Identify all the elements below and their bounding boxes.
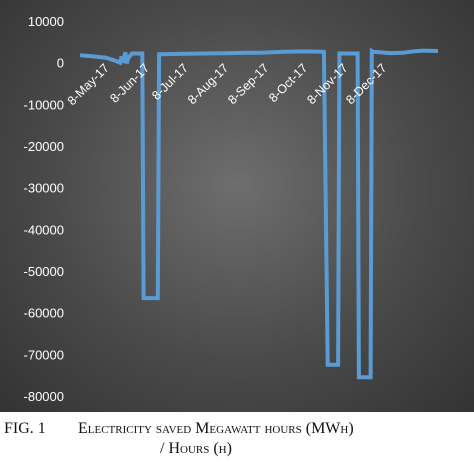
- x-tick-label: 8-May-17: [65, 61, 112, 108]
- y-tick-label: -50000: [24, 264, 64, 279]
- chart-panel: 10000 0 -10000 -20000 -30000 -40000 -50000 -600…: [0, 0, 474, 412]
- y-tick-label: 10000: [28, 14, 64, 29]
- y-tick-label: -60000: [24, 306, 64, 321]
- y-tick-label: -10000: [24, 97, 64, 112]
- y-tick-label: -70000: [24, 347, 64, 362]
- x-tick-label: 8-Sep-17: [225, 61, 271, 107]
- y-tick-label: -30000: [24, 181, 64, 196]
- y-tick-label: -40000: [24, 222, 64, 237]
- x-tick-label: 8-Jun-17: [107, 61, 152, 106]
- caption-line-1: Electricity saved Megawatt hours (MWh): [78, 420, 354, 437]
- x-tick-label: 8-Nov-17: [304, 61, 350, 107]
- x-tick-label: 8-Oct-17: [266, 61, 310, 105]
- y-tick-label: 0: [57, 56, 64, 71]
- figure-label: FIG. 1: [4, 420, 46, 437]
- line-chart: 10000 0 -10000 -20000 -30000 -40000 -50000 -600…: [24, 14, 439, 404]
- series-layer: [79, 47, 439, 380]
- y-tick-label: -80000: [24, 389, 64, 404]
- x-tick-label: 8-Dec-17: [343, 61, 389, 107]
- caption-line-2: / Hours (h): [160, 440, 232, 457]
- y-axis-labels: 10000 0 -10000 -20000 -30000 -40000 -50000 -600…: [24, 14, 64, 404]
- x-tick-label: 8-Aug-17: [185, 61, 231, 107]
- series-line: [79, 47, 439, 380]
- y-tick-label: -20000: [24, 139, 64, 154]
